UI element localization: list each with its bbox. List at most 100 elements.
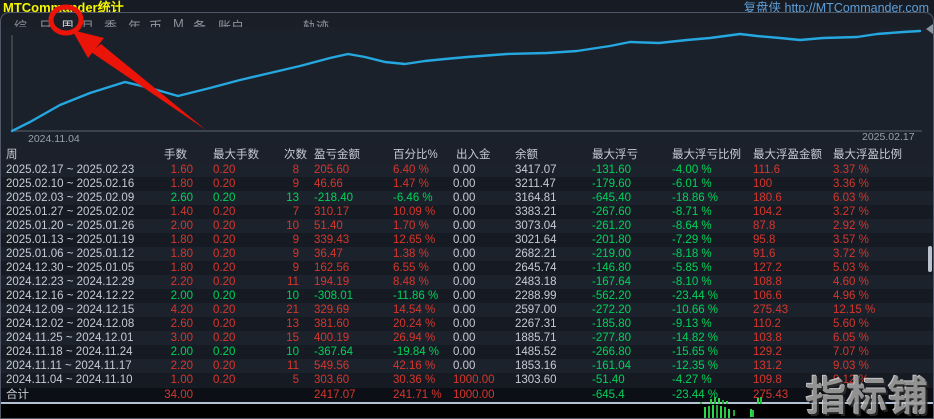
table-header: 周 手数 最大手数 次数 盈亏金额 百分比% 出入金 余额 最大浮亏 最大浮亏比例 最大浮盈金额 最大… (1, 148, 933, 163)
cell: 2.00 (170, 346, 193, 358)
cell: -179.60 (592, 178, 632, 190)
cell: 0.00 (453, 234, 476, 246)
cell: 5.60 % (833, 318, 869, 330)
cell: 34.00 (164, 389, 193, 401)
table-row: 2024.11.18 ~ 2024.11.24 2.00 0.20 10 -367.64… (1, 345, 933, 359)
cell: 127.2 (753, 262, 782, 274)
cell: 1000.00 (453, 389, 495, 401)
cell: 3021.64 (515, 234, 557, 246)
cell: 3164.81 (515, 192, 557, 204)
cell: -18.86 % (672, 192, 719, 204)
cell: -23.44 % (672, 389, 719, 401)
cell: -267.60 (592, 206, 632, 218)
mini-bar (733, 410, 735, 416)
table-row: 2024.12.09 ~ 2024.12.15 4.20 0.20 21 329.69 1… (1, 303, 933, 317)
cell: 1.70 % (393, 220, 429, 232)
cell: -161.04 (592, 360, 632, 372)
column-header: 最大浮盈比例 (833, 149, 902, 161)
cell: 0.00 (453, 304, 476, 316)
cell: 2.92 % (833, 220, 869, 232)
cell: 275.43 (753, 304, 789, 316)
cell: 0.00 (453, 248, 476, 260)
cell: -14.82 % (672, 332, 719, 344)
cell: 241.71 % (393, 389, 442, 401)
cell: 0.00 (453, 220, 476, 232)
cell-period: 2025.01.20 ~ 2025.01.26 (6, 220, 135, 232)
cell: -8.64 % (672, 220, 712, 232)
cell-period: 2024.12.16 ~ 2024.12.22 (6, 290, 135, 302)
cell: -4.27 % (672, 374, 712, 386)
cell: 303.60 (314, 374, 350, 386)
cell: 0.00 (453, 262, 476, 274)
cell: 1885.71 (515, 332, 557, 344)
cell: 12.15 % (833, 304, 876, 316)
cell: 339.43 (314, 234, 350, 246)
cell: -6.46 % (393, 192, 433, 204)
cell: 7.07 % (833, 346, 869, 358)
cell-period: 2025.02.03 ~ 2025.02.09 (6, 192, 135, 204)
cell: -10.66 % (672, 304, 719, 316)
cell: 205.60 (314, 164, 350, 176)
mini-bar (718, 398, 720, 404)
cell: 0.00 (453, 346, 476, 358)
cell: 6.40 % (393, 164, 429, 176)
column-header: 最大手数 (213, 149, 259, 161)
cell: 3.36 % (833, 178, 869, 190)
cell: 0.00 (453, 318, 476, 330)
cell: 5.03 % (833, 262, 869, 274)
cell: 46.66 (314, 178, 343, 190)
table-row: 2025.01.20 ~ 2025.01.26 2.00 0.20 10 51.40 1.… (1, 219, 933, 233)
cell: -201.80 (592, 234, 632, 246)
cell: 11 (287, 360, 299, 372)
column-header: 盈亏金额 (314, 149, 360, 161)
column-header: 周 (6, 149, 18, 161)
table-row: 2025.02.10 ~ 2025.02.16 1.80 0.20 9 46.66 1.4… (1, 177, 933, 191)
cell: -7.29 % (672, 234, 712, 246)
scrollbar-thumb[interactable] (928, 246, 932, 272)
cell: 3.72 % (833, 248, 869, 260)
mini-bar (760, 397, 762, 404)
cell: 2597.00 (515, 304, 557, 316)
cell: 30.36 % (393, 374, 436, 386)
cell: 4.20 (170, 304, 193, 316)
cell: 0.20 (213, 234, 236, 246)
cell: 0.20 (213, 318, 236, 330)
cell: 0.00 (453, 206, 476, 218)
cell: 3.37 % (833, 164, 869, 176)
cell: 2417.07 (314, 389, 356, 401)
cell-period: 2025.01.27 ~ 2025.02.02 (6, 206, 135, 218)
cell: 9 (292, 178, 299, 190)
cell: 2645.74 (515, 262, 557, 274)
mini-bar (700, 402, 702, 404)
table-row: 2024.11.04 ~ 2024.11.10 1.00 0.20 5 303.60 30… (1, 373, 933, 387)
cell (273, 388, 299, 402)
cell: 162.56 (314, 262, 350, 274)
cell: 0.20 (213, 290, 236, 302)
cell: 1.60 (170, 164, 193, 176)
cell: 0.20 (213, 360, 236, 372)
cell: 0.20 (213, 374, 236, 386)
cell-period: 2025.02.17 ~ 2025.02.23 (6, 164, 135, 176)
cell: -266.80 (592, 346, 632, 358)
cell: -8.10 % (672, 276, 712, 288)
cell: -645.40 (592, 192, 632, 204)
cell: 21 (286, 304, 299, 316)
cell-period: 2025.02.10 ~ 2025.02.16 (6, 178, 135, 190)
cell: 10 (286, 290, 299, 302)
cell: 129.2 (753, 346, 782, 358)
cell: 0.00 (453, 276, 476, 288)
cell: 6.05 % (833, 332, 869, 344)
cell: 108.8 (753, 276, 782, 288)
cell: 8.48 % (393, 276, 429, 288)
cell: 381.60 (314, 318, 350, 330)
cell: 9.12 % (833, 374, 869, 386)
promo-link[interactable]: 复盘侠 http://MTCommander.com (743, 1, 929, 15)
cell: -645.4 (592, 389, 625, 401)
cell: 1853.16 (515, 360, 557, 372)
column-header: 出入金 (456, 149, 491, 161)
table-row: 2025.01.27 ~ 2025.02.02 1.40 0.20 7 310.17 10… (1, 205, 933, 219)
cell: 9 (292, 262, 299, 274)
cell: -15.65 % (672, 346, 719, 358)
menu-item-8[interactable]: M (173, 16, 184, 31)
cell: 0.00 (453, 290, 476, 302)
